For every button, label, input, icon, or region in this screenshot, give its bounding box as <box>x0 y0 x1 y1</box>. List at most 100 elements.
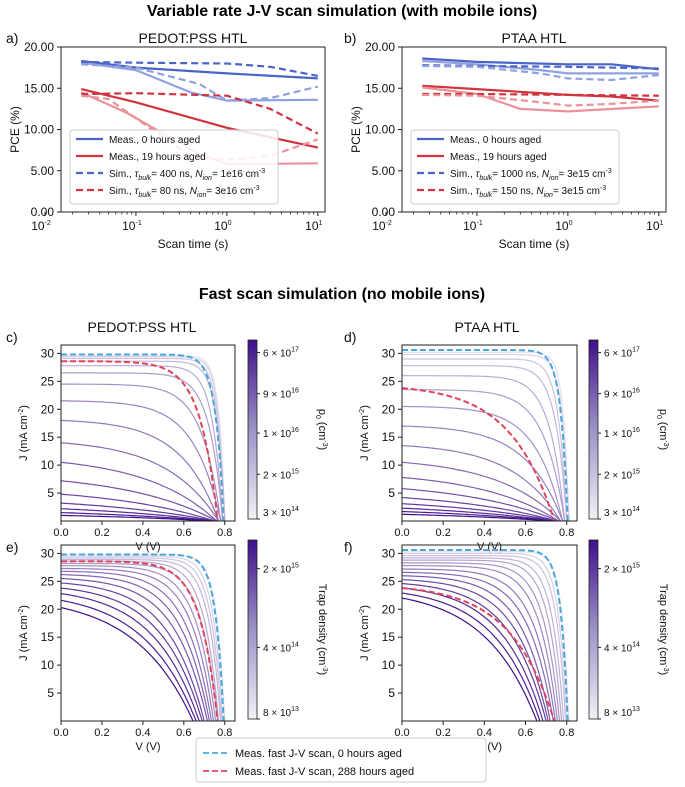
sim-curve <box>61 356 226 521</box>
sim-curve <box>402 551 570 721</box>
x-tick-label: 10-2 <box>31 219 51 233</box>
y-tick-label: 30 <box>41 346 55 360</box>
x-tick-label: 0.8 <box>559 727 574 739</box>
tick-base: 8 × 10 <box>263 708 292 719</box>
tick-base: 1 × 10 <box>263 429 292 440</box>
y-axis-label: J (mA cm-2) <box>359 405 371 461</box>
legend-sub: bulk <box>138 175 151 182</box>
sim-curve <box>402 445 562 521</box>
tick-base: 2 × 10 <box>263 470 292 481</box>
x-tick-label: 0.0 <box>394 527 409 539</box>
tick-base: 6 × 10 <box>263 349 292 360</box>
legend-text: = 1000 ns, <box>492 169 542 180</box>
tick-exponent: 15 <box>291 468 299 475</box>
ylabel-sup: -2 <box>18 609 25 615</box>
y-tick-label: 10 <box>382 658 396 672</box>
tick-exponent: 13 <box>291 706 299 713</box>
ylabel-sup: -2 <box>359 609 366 615</box>
legend-entry: Meas., 19 hours aged <box>109 152 206 163</box>
sim-curve <box>402 503 560 521</box>
x-axis-label: Scan time (s) <box>158 237 229 251</box>
legend-entry: Meas., 19 hours aged <box>450 152 547 163</box>
y-tick-label: 5.00 <box>31 164 55 178</box>
sim-curve <box>61 557 223 721</box>
legend-sub: ion <box>549 175 558 182</box>
sim-curve <box>61 480 218 521</box>
colorbar-tick-label: 2 × 1015 <box>263 468 299 481</box>
legend-sup: -3 <box>600 185 606 192</box>
legend-text: = 80 ns, <box>151 186 190 197</box>
sim-curve <box>402 375 567 521</box>
x-tick-label: 0.2 <box>436 727 451 739</box>
ylabel-text: ) <box>359 405 371 409</box>
colorbar-tick-label: 3 × 1014 <box>263 506 299 519</box>
y-axis-label: J (mA cm-2) <box>18 405 30 461</box>
tick-exponent: 17 <box>291 347 299 354</box>
series-line-sim0_fwd <box>422 64 659 82</box>
ylabel-text: ) <box>18 405 30 409</box>
legend-text: = 3e16 cm <box>206 186 253 197</box>
legend-sup: -3 <box>259 168 265 175</box>
legend-entry: Meas., 0 hours aged <box>109 135 200 146</box>
y-tick-label: 20.00 <box>365 40 395 54</box>
colorbar-label: p0 (cm-3) <box>314 409 328 450</box>
legend-sub: bulk <box>138 192 151 199</box>
cbar-text: p <box>316 409 328 415</box>
tick-exponent: 16 <box>632 388 640 395</box>
sim-curve <box>61 565 217 721</box>
tick-exponent: -1 <box>135 220 141 227</box>
sim-curve <box>402 597 538 721</box>
y-tick-label: 10.00 <box>365 123 395 137</box>
panel-label: f) <box>344 539 353 555</box>
cbar-text: Trap density (cm <box>657 584 669 666</box>
legend-text: Sim., <box>109 186 135 197</box>
sim-curve <box>402 575 551 721</box>
sim-curve <box>61 360 226 521</box>
y-tick-label: 0.00 <box>372 205 396 219</box>
sim-curve <box>61 383 223 521</box>
x-tick-label: 100 <box>555 219 572 233</box>
meas-curve-meas_288h <box>402 387 556 521</box>
sim-curve <box>61 555 224 721</box>
y-axis-label: J (mA cm-2) <box>359 605 371 661</box>
y-axis-label: PCE (%) <box>8 106 22 153</box>
cbar-sub: 0 <box>655 415 662 419</box>
legend-entry: Sim., τbulk= 80 ns, Nion= 3e16 cm-3 <box>109 185 260 199</box>
colorbar-tick-label: 9 × 1016 <box>263 388 299 401</box>
bottom-legend-entry: Meas. fast J-V scan, 288 hours aged <box>235 766 414 778</box>
panel-label: c) <box>6 329 18 345</box>
legend-n: N <box>542 169 550 180</box>
tick-base: 10 <box>122 219 136 233</box>
y-tick-label: 15.00 <box>24 81 54 95</box>
sim-curve <box>402 405 564 521</box>
y-tick-label: 10 <box>382 458 396 472</box>
cbar-sup: -3 <box>662 440 669 446</box>
y-tick-label: 15.00 <box>365 81 395 95</box>
sim-curve <box>61 365 225 521</box>
colorbar-tick-label: 2 × 1015 <box>263 563 299 576</box>
legend-sub: ion <box>203 175 212 182</box>
legend-text: Sim., <box>450 186 476 197</box>
x-axis-label: V (V) <box>135 741 160 753</box>
x-tick-label: 100 <box>214 219 231 233</box>
sim-curve <box>402 496 559 521</box>
cbar-sup: -3 <box>321 665 328 671</box>
x-tick-label: 0.2 <box>94 527 109 539</box>
sim-curve <box>402 552 568 721</box>
tick-exponent: 14 <box>632 641 640 648</box>
y-tick-label: 10 <box>41 458 55 472</box>
tick-exponent: 14 <box>291 506 299 513</box>
sim-curve <box>402 559 563 721</box>
cbar-text: (cm <box>316 419 328 440</box>
y-tick-label: 25 <box>382 374 396 388</box>
y-tick-label: 30 <box>382 546 396 560</box>
y-tick-label: 30 <box>382 346 396 360</box>
legend-tau: τ <box>476 186 481 197</box>
sim-curve <box>402 568 556 721</box>
series-line-sim0_rev <box>81 60 319 77</box>
